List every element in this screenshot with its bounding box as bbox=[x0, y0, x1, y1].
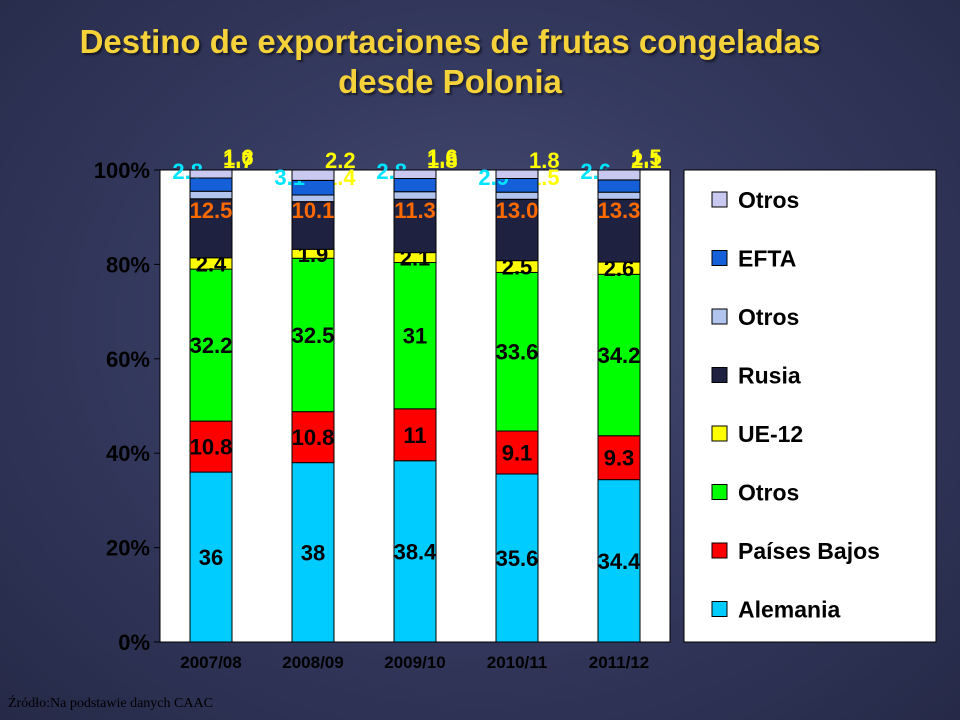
data-label: 31 bbox=[403, 324, 427, 349]
legend-swatch bbox=[711, 601, 728, 617]
bar-segment bbox=[393, 262, 437, 410]
data-label: 11.3 bbox=[394, 198, 436, 223]
bar-segment bbox=[393, 169, 437, 179]
y-tick-label: 40% bbox=[106, 441, 150, 466]
bar-segment bbox=[291, 257, 335, 413]
data-label: 32.2 bbox=[190, 333, 233, 358]
bar-segment bbox=[597, 169, 641, 181]
y-tick-label: 0% bbox=[118, 630, 150, 655]
x-category-label: 2007/08 bbox=[180, 653, 241, 672]
data-label: 1.6 bbox=[223, 145, 254, 170]
bar-segment bbox=[291, 169, 335, 181]
bar-segment bbox=[495, 198, 539, 262]
y-tick-label: 60% bbox=[106, 347, 150, 372]
data-label: 1.6 bbox=[427, 145, 458, 170]
bar-segment bbox=[393, 408, 437, 462]
y-tick-label: 100% bbox=[94, 158, 150, 183]
legend-swatch bbox=[711, 367, 728, 383]
data-label: 10.1 bbox=[292, 198, 335, 223]
data-label: 10.8 bbox=[292, 425, 335, 450]
y-tick-label: 20% bbox=[106, 536, 150, 561]
bar-segment bbox=[495, 169, 539, 179]
bar-segment bbox=[393, 191, 437, 200]
data-label: 10.8 bbox=[190, 435, 233, 460]
bar-segment bbox=[189, 190, 233, 200]
data-label: 11 bbox=[403, 423, 426, 448]
legend-entry: EFTA bbox=[738, 246, 796, 272]
legend-entry: Otros bbox=[738, 304, 799, 330]
bar-segment bbox=[597, 198, 641, 263]
chart-title-line-2: desde Polonia bbox=[338, 63, 562, 100]
x-category-label: 2011/12 bbox=[589, 653, 650, 672]
data-label: 9.3 bbox=[604, 446, 635, 471]
data-label: 9.1 bbox=[502, 440, 533, 465]
bar-segment bbox=[189, 471, 233, 643]
data-label: 1.8 bbox=[427, 148, 458, 173]
x-category-label: 2009/10 bbox=[384, 653, 445, 672]
data-label: 33.6 bbox=[496, 340, 539, 365]
data-label: 1.5 bbox=[631, 145, 662, 170]
bar-segment bbox=[393, 198, 437, 254]
data-label: 2.1 bbox=[631, 148, 662, 173]
data-label: 38.4 bbox=[394, 539, 438, 564]
bar-segment bbox=[291, 201, 335, 250]
bar-segment bbox=[597, 435, 641, 481]
data-label: 13.0 bbox=[496, 198, 539, 223]
legend-entry: Rusia bbox=[738, 363, 801, 389]
data-label: 32.5 bbox=[292, 323, 335, 348]
data-label: 35.6 bbox=[496, 546, 539, 571]
legend-swatch bbox=[711, 542, 728, 559]
legend-swatch bbox=[711, 250, 728, 266]
data-label: 12.5 bbox=[190, 198, 233, 223]
bar-segment bbox=[393, 460, 437, 643]
legend-entry: Alemania bbox=[738, 597, 840, 623]
legend-swatch bbox=[711, 191, 728, 208]
legend-swatch bbox=[711, 484, 728, 500]
legend-entry: Otros bbox=[738, 187, 799, 213]
data-label: 1.7 bbox=[223, 148, 254, 173]
bar-segment bbox=[495, 271, 539, 432]
bar-segment bbox=[495, 473, 539, 643]
chart-title-line-1: Destino de exportaciones de frutas conge… bbox=[79, 23, 821, 60]
data-label: 2.2 bbox=[325, 148, 356, 173]
data-label: 34.4 bbox=[598, 549, 642, 574]
bar-segment bbox=[495, 191, 539, 200]
bar-segment bbox=[189, 198, 233, 259]
x-category-label: 2008/09 bbox=[282, 653, 343, 672]
source-note: Źródło:Na podstawie danych CAAC bbox=[8, 696, 213, 711]
bar-segment bbox=[291, 194, 335, 203]
bar-segment bbox=[597, 191, 641, 200]
data-label: 34.2 bbox=[598, 343, 641, 368]
legend-entry: Otros bbox=[738, 480, 799, 506]
legend-box bbox=[683, 169, 937, 643]
y-tick-label: 80% bbox=[106, 252, 150, 277]
chart-title: Destino de exportaciones de frutas conge… bbox=[0, 22, 900, 102]
legend-swatch bbox=[711, 425, 728, 442]
data-label: 36 bbox=[199, 545, 223, 570]
bar-segment bbox=[189, 420, 233, 473]
data-label: 1.8 bbox=[529, 148, 560, 173]
data-label: 13.3 bbox=[598, 198, 641, 223]
legend-swatch bbox=[711, 308, 728, 325]
x-category-label: 2010/11 bbox=[487, 653, 548, 672]
bar-segment bbox=[189, 169, 233, 179]
legend-entry: UE-12 bbox=[738, 421, 803, 447]
legend-entry: Países Bajos bbox=[738, 538, 880, 564]
bar-segment bbox=[291, 411, 335, 464]
data-label: 38 bbox=[301, 540, 325, 565]
